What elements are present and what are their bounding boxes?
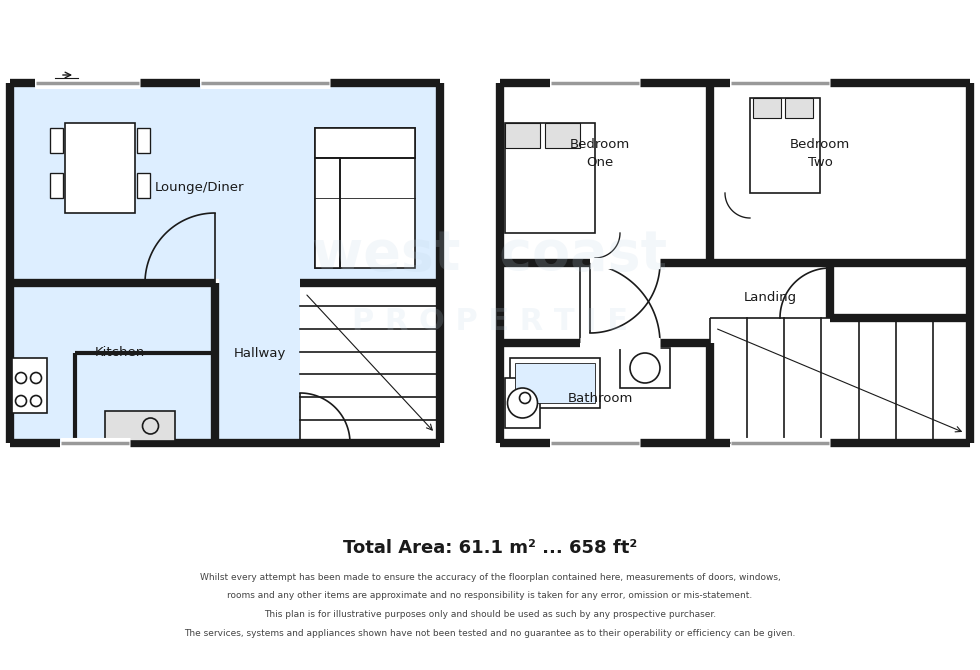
Bar bbox=[505, 378, 540, 428]
Text: Bathroom: Bathroom bbox=[567, 391, 633, 405]
Text: Kitchen: Kitchen bbox=[95, 346, 145, 360]
Text: Hallway: Hallway bbox=[234, 346, 286, 360]
Bar bbox=[785, 98, 813, 118]
Bar bbox=[65, 123, 135, 213]
Text: Whilst every attempt has been made to ensure the accuracy of the floorplan conta: Whilst every attempt has been made to en… bbox=[200, 573, 780, 582]
Text: Bedroom
One: Bedroom One bbox=[570, 137, 630, 168]
Text: rooms and any other items are approximate and no responsibility is taken for any: rooms and any other items are approximat… bbox=[227, 592, 753, 600]
Bar bbox=[315, 128, 415, 268]
Bar bbox=[500, 263, 970, 343]
Text: The services, systems and appliances shown have not been tested and no guarantee: The services, systems and appliances sho… bbox=[184, 629, 796, 638]
Bar bbox=[215, 283, 300, 443]
Circle shape bbox=[508, 388, 537, 418]
Bar bbox=[505, 123, 540, 148]
Bar bbox=[710, 83, 970, 263]
Text: Total Area: 61.1 m² ... 658 ft²: Total Area: 61.1 m² ... 658 ft² bbox=[343, 539, 637, 557]
Circle shape bbox=[20, 103, 260, 343]
Text: west  coast: west coast bbox=[313, 228, 667, 281]
Text: P R O P E R T I E: P R O P E R T I E bbox=[352, 307, 628, 336]
Bar bbox=[620, 348, 670, 388]
Bar bbox=[137, 128, 150, 153]
Bar bbox=[315, 128, 415, 158]
Bar bbox=[12, 358, 47, 413]
Text: Lounge/Diner: Lounge/Diner bbox=[155, 182, 245, 194]
Bar bbox=[710, 318, 970, 443]
Bar bbox=[50, 128, 63, 153]
Text: This plan is for illustrative purposes only and should be used as such by any pr: This plan is for illustrative purposes o… bbox=[264, 610, 716, 619]
Bar bbox=[515, 363, 595, 403]
Bar bbox=[500, 343, 710, 443]
Circle shape bbox=[610, 183, 810, 383]
Bar bbox=[505, 123, 595, 233]
Bar bbox=[750, 98, 820, 193]
Bar bbox=[105, 411, 175, 441]
Bar bbox=[50, 173, 63, 198]
Bar bbox=[10, 283, 215, 443]
Bar bbox=[753, 98, 781, 118]
Bar bbox=[315, 158, 340, 268]
Bar bbox=[510, 358, 600, 408]
Text: Bedroom
Two: Bedroom Two bbox=[790, 137, 850, 168]
Bar bbox=[545, 123, 580, 148]
Bar bbox=[137, 173, 150, 198]
Bar bbox=[300, 283, 440, 443]
Text: Landing: Landing bbox=[744, 291, 797, 304]
Bar bbox=[10, 83, 440, 283]
Bar bbox=[710, 343, 970, 443]
Bar bbox=[500, 83, 710, 263]
